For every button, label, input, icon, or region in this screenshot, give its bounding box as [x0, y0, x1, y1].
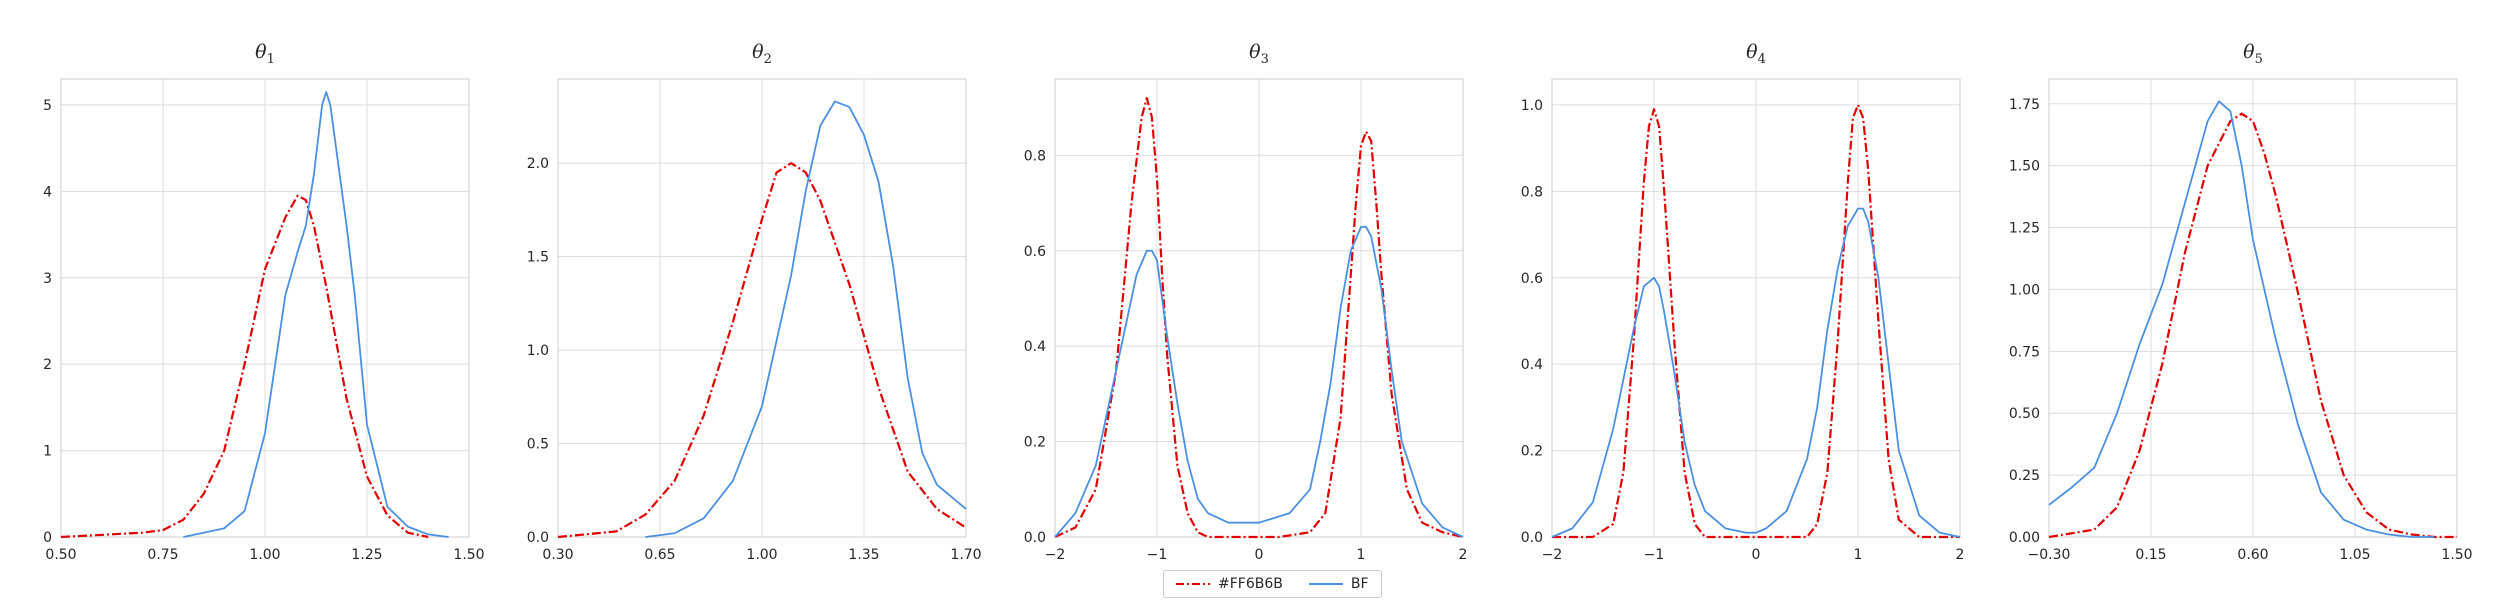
y-tick-label: 2: [43, 357, 52, 373]
y-tick-label: 4: [43, 184, 52, 200]
axes-frame: [60, 78, 470, 538]
x-tick-label: 1.50: [453, 547, 484, 563]
axes-frame: [557, 78, 967, 538]
y-tick-label: 0.0: [527, 530, 549, 546]
legend-line-solid-icon: [1308, 583, 1343, 585]
x-tick-label: 0: [1255, 547, 1264, 563]
y-tick-label: 1.0: [1521, 98, 1543, 114]
y-tick-label: 1.5: [527, 250, 549, 266]
legend-item-series1: #FF6B6B: [1176, 576, 1283, 592]
legend-label-series2: BF: [1350, 576, 1369, 592]
y-tick-label: 0.6: [1521, 271, 1543, 287]
series-line-series1: [60, 194, 429, 539]
series-line-series1: [1552, 103, 1960, 539]
y-tick-label: 5: [43, 98, 52, 114]
y-tick-label: 0.25: [2009, 468, 2040, 484]
x-tick-label: 0: [1752, 547, 1761, 563]
y-tick-label: 0.8: [1024, 148, 1046, 164]
y-tick-label: 1: [43, 444, 52, 460]
series-line-series1: [557, 162, 967, 539]
legend: #FF6B6B BF: [1163, 570, 1382, 598]
x-tick-label: −0.30: [2028, 547, 2071, 563]
x-tick-label: 1.35: [848, 547, 879, 563]
x-tick-label: 1.25: [351, 547, 382, 563]
x-tick-label: 2: [1459, 547, 1468, 563]
series-line-bf: [1551, 207, 1961, 538]
x-tick-label: 2: [1956, 547, 1965, 563]
panel-4: −2 −1 0 1 2 0.0 0.2 0.4 0.6 0.8 1.0 θ4: [1521, 41, 1965, 563]
x-tick-label: 0.75: [147, 547, 178, 563]
panel-title: θ4: [1746, 41, 1766, 67]
axes-frame: [1551, 78, 1961, 538]
series-line-series1: [2048, 112, 2457, 539]
x-tick-label: −2: [1542, 547, 1563, 563]
panel-title: θ2: [752, 41, 772, 67]
y-tick-label: 1.0: [527, 343, 549, 359]
y-tick-label: 2.0: [527, 156, 549, 172]
y-tick-label: 3: [43, 271, 52, 287]
axes-frame: [2048, 78, 2458, 538]
x-tick-label: 0.50: [45, 547, 76, 563]
y-tick-label: 0.5: [527, 437, 549, 453]
panel-title: θ3: [1249, 41, 1269, 67]
legend-item-series2: BF: [1308, 576, 1369, 592]
y-tick-label: 0.2: [1521, 444, 1543, 460]
x-tick-label: 1: [1854, 547, 1863, 563]
x-tick-label: 1.50: [2441, 547, 2472, 563]
y-tick-label: 0.0: [1521, 530, 1543, 546]
y-tick-label: 0.0: [1024, 530, 1046, 546]
axes-frame: [1054, 78, 1464, 538]
y-tick-label: 0.00: [2009, 530, 2040, 546]
x-tick-label: 0.60: [2237, 547, 2268, 563]
y-tick-label: 0.50: [2009, 406, 2040, 422]
y-tick-label: 0: [43, 530, 52, 546]
y-tick-label: 1.50: [2009, 159, 2040, 175]
y-tick-label: 0.6: [1024, 244, 1046, 260]
x-tick-label: 0.30: [542, 547, 573, 563]
y-tick-label: 0.75: [2009, 344, 2040, 360]
x-tick-label: −1: [1147, 547, 1168, 563]
series-line-bf: [645, 100, 967, 538]
legend-line-dashdot-icon: [1176, 583, 1210, 585]
y-tick-label: 0.8: [1521, 184, 1543, 200]
x-tick-label: 1.05: [2339, 547, 2370, 563]
y-tick-label: 1.00: [2009, 282, 2040, 298]
x-tick-label: −1: [1644, 547, 1665, 563]
y-tick-label: 1.75: [2009, 97, 2040, 113]
series-line-series1: [1054, 96, 1464, 539]
panel-5: −0.30 0.15 0.60 1.05 1.50 0.00 0.25 0.50 0.75 1.0…: [2009, 41, 2473, 563]
x-tick-label: 1.00: [746, 547, 777, 563]
x-tick-label: 1.00: [249, 547, 280, 563]
y-tick-label: 0.2: [1024, 435, 1046, 451]
panel-2: 0.30 0.65 1.00 1.35 1.70 0.0 0.5 1.0 1.5 2.0 θ2: [527, 41, 982, 563]
y-tick-label: 0.4: [1521, 357, 1543, 373]
x-tick-label: 0.15: [2135, 547, 2166, 563]
series-line-bf: [183, 91, 449, 538]
x-tick-label: 0.65: [644, 547, 675, 563]
panel-title: θ5: [2243, 41, 2263, 67]
panel-title: θ1: [255, 41, 275, 67]
x-tick-label: 1.70: [950, 547, 981, 563]
x-tick-label: −2: [1045, 547, 1066, 563]
series-line-bf: [2048, 100, 2435, 538]
y-tick-label: 0.4: [1024, 339, 1046, 355]
y-tick-label: 1.25: [2009, 221, 2040, 237]
legend-label-series1: #FF6B6B: [1218, 576, 1283, 592]
panel-1: 0.50 0.75 1.00 1.25 1.50 0 1 2 3 4 5 θ1: [43, 41, 485, 563]
panel-3: −2 −1 0 1 2 0.0 0.2 0.4 0.6 0.8 θ3: [1024, 41, 1468, 563]
series-line-bf: [1054, 226, 1464, 538]
x-tick-label: 1: [1357, 547, 1366, 563]
